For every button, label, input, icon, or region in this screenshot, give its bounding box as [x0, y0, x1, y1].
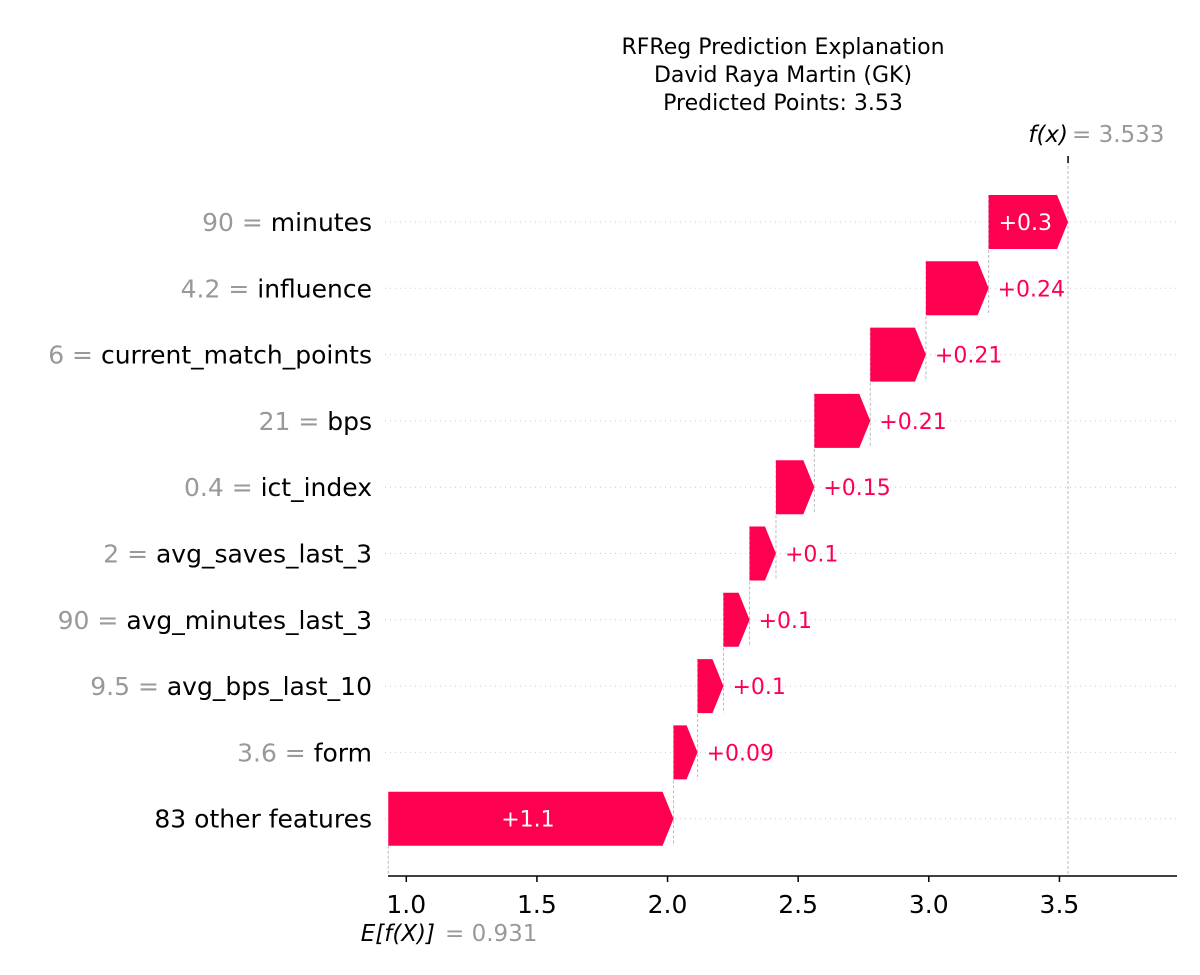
output-label-text: f(x) — [1028, 122, 1068, 148]
feature-name-1: influence — [257, 274, 372, 303]
output-value-annotation: f(x) = 3.533 — [1028, 122, 1164, 148]
bar-current-match-points — [870, 327, 926, 382]
feature-label-9: 83 other features — [154, 805, 372, 834]
bar-value-label-6: +0.1 — [759, 609, 812, 634]
bar-value-label-8: +0.09 — [707, 741, 774, 766]
feature-name-5: avg_saves_last_3 — [156, 540, 372, 569]
chart-title-line-3: Predicted Points: 3.53 — [663, 91, 903, 116]
feature-equals-5: = — [119, 540, 156, 569]
feature-value-7: 9.5 — [90, 672, 130, 701]
bar-form — [673, 725, 698, 780]
x-axis: 1.0 1.5 2.0 2.5 3.0 3.5 — [386, 875, 1177, 919]
bar-avg-saves-last-3 — [749, 526, 776, 581]
contribution-bars: +0.3 +0.24 +0.21 +0.21 +0.15 +0.1 +0.1 +0.1 +0.0… — [388, 195, 1069, 846]
bar-influence — [925, 261, 989, 316]
bar-value-label-0: +0.3 — [999, 211, 1052, 236]
output-equals-sign: = — [1072, 122, 1099, 148]
x-tick-label-4: 3.0 — [909, 890, 949, 919]
feature-equals-7: = — [130, 672, 167, 701]
feature-label-4: 0.4 = ict_index — [184, 473, 372, 502]
feature-equals-2: = — [64, 341, 101, 370]
feature-label-0: 90 = minutes — [202, 208, 372, 237]
feature-value-8: 3.6 — [237, 738, 277, 767]
x-tick-label-2: 2.0 — [648, 890, 688, 919]
base-value-number: 0.931 — [472, 921, 538, 947]
feature-equals-0: = — [234, 208, 271, 237]
feature-value-1: 4.2 — [181, 274, 221, 303]
feature-value-4: 0.4 — [184, 473, 224, 502]
output-value-number: 3.533 — [1099, 122, 1165, 148]
bar-ict-index — [775, 460, 815, 515]
feature-name-9: 83 other features — [154, 805, 372, 834]
bar-value-label-4: +0.15 — [823, 476, 890, 501]
feature-value-0: 90 — [202, 208, 234, 237]
base-equals-sign: = — [445, 921, 472, 947]
feature-equals-8: = — [277, 738, 314, 767]
bar-value-label-2: +0.21 — [935, 344, 1002, 369]
feature-label-2: 6 = current_match_points — [48, 341, 372, 370]
feature-label-8: 3.6 = form — [237, 738, 372, 767]
feature-equals-3: = — [290, 407, 327, 436]
bar-value-label-7: +0.1 — [732, 675, 785, 700]
bar-minutes — [988, 195, 1069, 249]
feature-label-7: 9.5 = avg_bps_last_10 — [90, 672, 372, 701]
x-tick-label-1: 1.5 — [517, 890, 557, 919]
feature-label-5: 2 = avg_saves_last_3 — [103, 540, 372, 569]
bar-value-label-9: +1.1 — [501, 808, 554, 833]
feature-name-2: current_match_points — [101, 341, 372, 370]
feature-label-6: 90 = avg_minutes_last_3 — [58, 606, 372, 635]
feature-name-7: avg_bps_last_10 — [167, 672, 372, 701]
feature-name-6: avg_minutes_last_3 — [126, 606, 372, 635]
feature-name-8: form — [314, 738, 372, 767]
feature-value-6: 90 — [58, 606, 90, 635]
row-gridlines — [385, 221, 1177, 820]
feature-name-3: bps — [327, 407, 372, 436]
bar-avg-minutes-last-3 — [723, 592, 750, 647]
feature-label-3: 21 = bps — [259, 407, 372, 436]
bar-value-label-5: +0.1 — [785, 543, 838, 568]
feature-equals-6: = — [89, 606, 126, 635]
feature-equals-1: = — [220, 274, 257, 303]
base-value-label: = 0.931 — [445, 921, 537, 947]
feature-value-3: 21 — [259, 407, 291, 436]
chart-title-line-2: David Raya Martin (GK) — [654, 63, 912, 88]
bar-avg-bps-last-10 — [697, 659, 724, 714]
bar-value-label-1: +0.24 — [998, 277, 1065, 302]
base-label-text: E[f(X)] — [361, 921, 435, 947]
feature-value-2: 6 — [48, 341, 64, 370]
bar-bps — [814, 393, 871, 448]
x-tick-label-5: 3.5 — [1040, 890, 1080, 919]
output-value-label: = 3.533 — [1072, 122, 1164, 148]
feature-name-4: ict_index — [261, 473, 372, 502]
feature-label-1: 4.2 = influence — [181, 274, 372, 303]
feature-labels: 90 = minutes 4.2 = influence 6 = current_m… — [48, 208, 372, 834]
x-tick-label-0: 1.0 — [386, 890, 426, 919]
feature-equals-4: = — [224, 473, 261, 502]
chart-title: RFReg Prediction Explanation David Raya … — [621, 35, 944, 116]
feature-value-5: 2 — [103, 540, 119, 569]
chart-title-line-1: RFReg Prediction Explanation — [621, 35, 944, 60]
x-tick-label-3: 2.5 — [778, 890, 818, 919]
bar-value-label-3: +0.21 — [879, 410, 946, 435]
feature-name-0: minutes — [271, 208, 372, 237]
base-value-annotation: E[f(X)] = 0.931 — [361, 921, 538, 947]
x-axis-ticks: 1.0 1.5 2.0 2.5 3.0 3.5 — [386, 876, 1079, 919]
bar-83-other-features — [388, 791, 674, 846]
